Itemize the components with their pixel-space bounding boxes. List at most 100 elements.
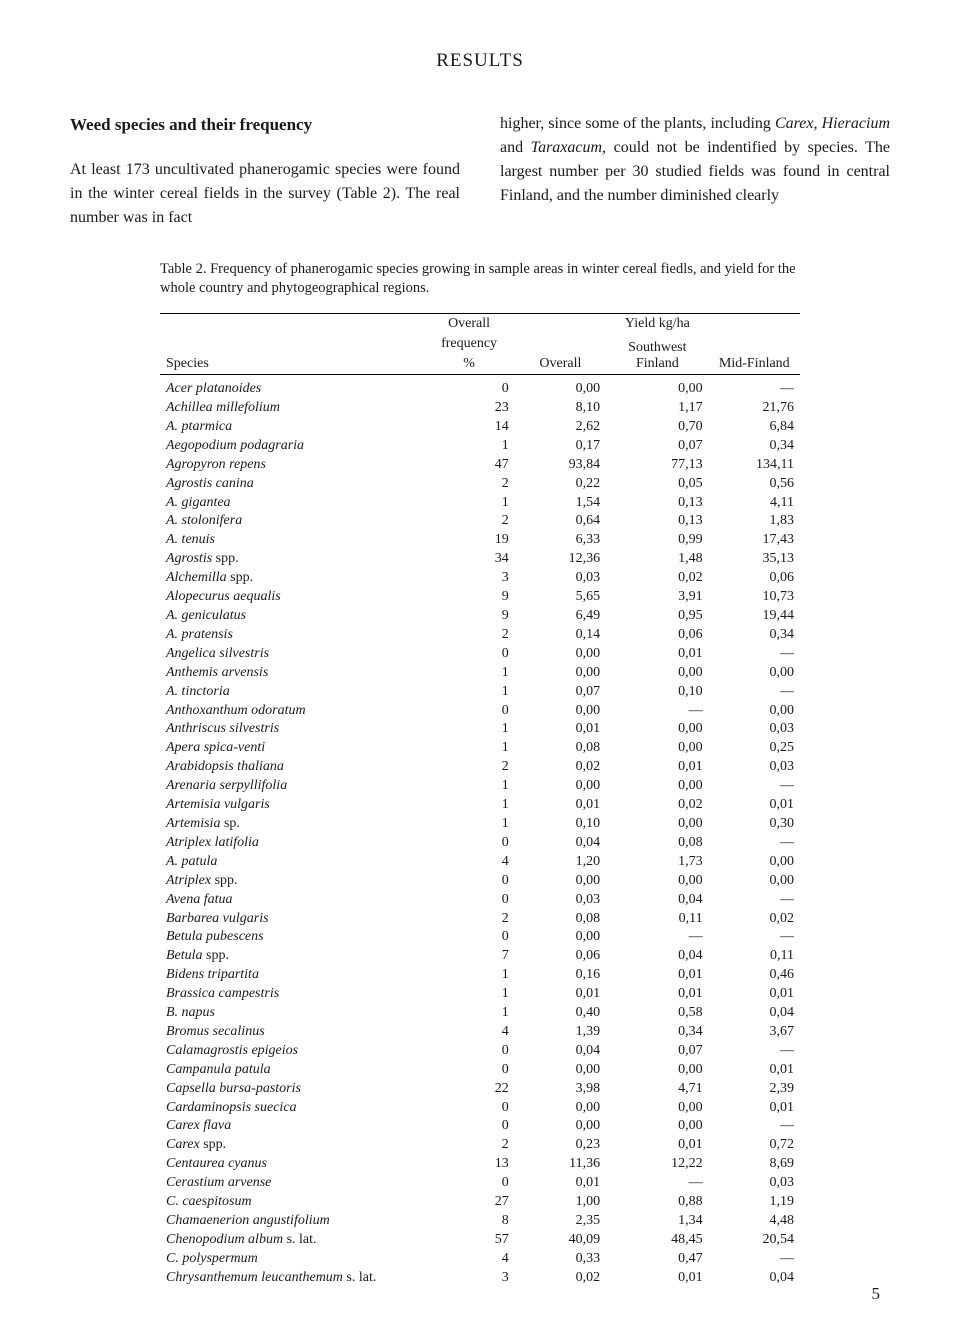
cell-value: 0,00	[709, 871, 800, 890]
cell-species: A. tinctoria	[160, 682, 423, 701]
table-row: Aegopodium podagraria10,170,070,34	[160, 436, 800, 455]
table-row: Barbarea vulgaris20,080,110,02	[160, 909, 800, 928]
cell-value: 0,07	[606, 436, 709, 455]
cell-species: Chrysanthemum leucanthemum s. lat.	[160, 1268, 423, 1287]
data-table: Species Overall Yield kg/ha frequency Ov…	[160, 313, 800, 1288]
cell-value: 1	[423, 966, 514, 985]
cell-value: 0,34	[709, 436, 800, 455]
cell-value: 0,01	[515, 796, 606, 815]
cell-value: 22	[423, 1079, 514, 1098]
page-number: 5	[872, 1284, 881, 1304]
table-row: Centaurea cyanus1311,3612,228,69	[160, 1155, 800, 1174]
cell-value: 0,08	[515, 909, 606, 928]
cell-value: 0,34	[709, 625, 800, 644]
cell-value: 1	[423, 739, 514, 758]
cell-species: Capsella bursa-pastoris	[160, 1079, 423, 1098]
cell-value: 2	[423, 625, 514, 644]
table-row: Carex spp.20,230,010,72	[160, 1136, 800, 1155]
cell-species: Centaurea cyanus	[160, 1155, 423, 1174]
cell-value: 0,05	[606, 474, 709, 493]
table-row: A. geniculatus96,490,9519,44	[160, 607, 800, 626]
cell-value: 4	[423, 852, 514, 871]
cell-species: C. polyspermum	[160, 1249, 423, 1268]
cell-value: 77,13	[606, 455, 709, 474]
table-row: Avena fatua00,030,04—	[160, 890, 800, 909]
cell-value: 2,39	[709, 1079, 800, 1098]
cell-species: Cardaminopsis suecica	[160, 1098, 423, 1117]
cell-value: 9	[423, 607, 514, 626]
cell-value: 3	[423, 569, 514, 588]
table-row: Arenaria serpyllifolia10,000,00—	[160, 777, 800, 796]
cell-species: A. tenuis	[160, 531, 423, 550]
cell-value: 4	[423, 1022, 514, 1041]
cell-value: 0,04	[709, 1004, 800, 1023]
cell-species: A. patula	[160, 852, 423, 871]
col-overall: Overall	[515, 334, 606, 375]
table-row: Carex flava00,000,00—	[160, 1117, 800, 1136]
cell-value: 0,00	[606, 871, 709, 890]
cell-value: 0,07	[606, 1041, 709, 1060]
cell-value: 0	[423, 1174, 514, 1193]
cell-value: 0	[423, 890, 514, 909]
table-row: Brassica campestris10,010,010,01	[160, 985, 800, 1004]
cell-value: 0,40	[515, 1004, 606, 1023]
table-row: Bidens tripartita10,160,010,46	[160, 966, 800, 985]
cell-species: Anthemis arvensis	[160, 663, 423, 682]
cell-value: —	[606, 701, 709, 720]
cell-value: 1,34	[606, 1212, 709, 1231]
table-row: C. caespitosum271,000,881,19	[160, 1193, 800, 1212]
cell-value: 0,34	[606, 1022, 709, 1041]
cell-species: Agrostis canina	[160, 474, 423, 493]
cell-value: 0,11	[606, 909, 709, 928]
cell-species: Artemisia sp.	[160, 814, 423, 833]
table-row: C. polyspermum40,330,47—	[160, 1249, 800, 1268]
table-row: Bromus secalinus41,390,343,67	[160, 1022, 800, 1041]
cell-species: Carex flava	[160, 1117, 423, 1136]
cell-value: 1,17	[606, 399, 709, 418]
table-row: Alopecurus aequalis95,653,9110,73	[160, 588, 800, 607]
cell-value: 1,00	[515, 1193, 606, 1212]
cell-value: 8	[423, 1212, 514, 1231]
cell-species: Brassica campestris	[160, 985, 423, 1004]
cell-value: 0,00	[515, 380, 606, 399]
cell-species: Betula pubescens	[160, 928, 423, 947]
table-row: Campanula patula00,000,000,01	[160, 1060, 800, 1079]
cell-value: 0,06	[606, 625, 709, 644]
cell-value: 0,33	[515, 1249, 606, 1268]
table-head: Species Overall Yield kg/ha frequency Ov…	[160, 313, 800, 374]
cell-value: 34	[423, 550, 514, 569]
cell-value: 1,20	[515, 852, 606, 871]
cell-species: Atriplex latifolia	[160, 833, 423, 852]
cell-value: 0,01	[606, 985, 709, 1004]
cell-value: 0,01	[709, 1098, 800, 1117]
cell-value: 4,48	[709, 1212, 800, 1231]
cell-value: 1,83	[709, 512, 800, 531]
cell-value: 1	[423, 1004, 514, 1023]
body-columns: Weed species and their frequency At leas…	[70, 112, 890, 230]
cell-value: 0,00	[515, 701, 606, 720]
cell-value: 27	[423, 1193, 514, 1212]
cell-value: 0	[423, 833, 514, 852]
cell-value: 0,02	[606, 569, 709, 588]
right-col-mid: and	[500, 139, 531, 156]
cell-value: 0,00	[606, 1060, 709, 1079]
cell-value: 0,01	[709, 985, 800, 1004]
cell-value: 0,00	[606, 777, 709, 796]
cell-value: 4,71	[606, 1079, 709, 1098]
cell-value: —	[606, 928, 709, 947]
cell-species: C. caespitosum	[160, 1193, 423, 1212]
cell-value: 1,73	[606, 852, 709, 871]
cell-value: 0,08	[515, 739, 606, 758]
cell-value: 6,49	[515, 607, 606, 626]
table-row: A. tinctoria10,070,10—	[160, 682, 800, 701]
table-row: Cardaminopsis suecica00,000,000,01	[160, 1098, 800, 1117]
table-row: Artemisia sp.10,100,000,30	[160, 814, 800, 833]
cell-value: 0,02	[515, 758, 606, 777]
cell-value: 0,01	[606, 1268, 709, 1287]
cell-value: 0,72	[709, 1136, 800, 1155]
table-row: Agrostis canina20,220,050,56	[160, 474, 800, 493]
cell-species: A. gigantea	[160, 493, 423, 512]
cell-value: 0,00	[515, 1098, 606, 1117]
cell-value: —	[709, 380, 800, 399]
cell-value: 0,17	[515, 436, 606, 455]
